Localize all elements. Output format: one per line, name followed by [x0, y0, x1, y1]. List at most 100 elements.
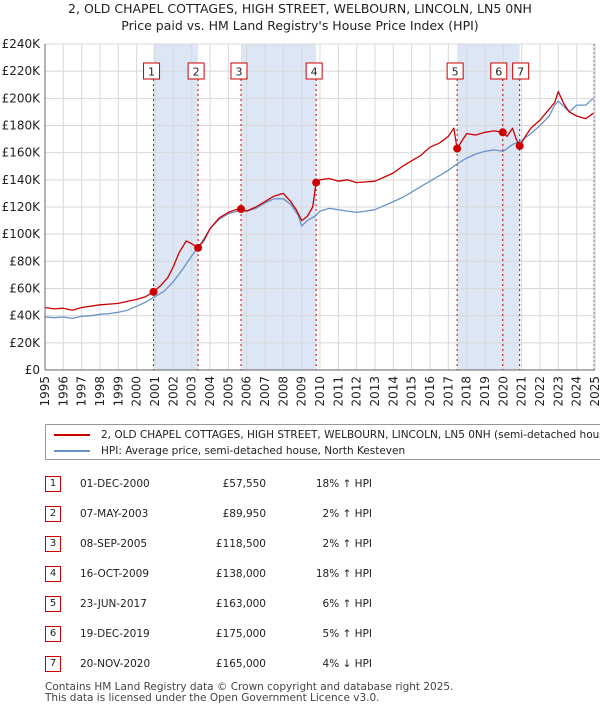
sale-label-number: 5 [452, 66, 459, 79]
sale-hpi-diff: 2% ↑ HPI [322, 508, 372, 520]
table-row: 4 16-OCT-2009 £138,000 18% ↑ HPI [0, 564, 600, 584]
x-tick-label: 2003 [185, 376, 199, 407]
sale-point [194, 243, 203, 252]
sale-number-badge: 5 [45, 596, 61, 612]
x-tick-label: 2013 [368, 376, 382, 407]
chart-title: 2, OLD CHAPEL COTTAGES, HIGH STREET, WEL… [0, 0, 600, 34]
sale-price: £89,950 [222, 508, 266, 520]
axes: £0 £20K £40K £60K £80K £100K £120K £140K £160K £1… [2, 37, 600, 407]
x-tick-label: 2012 [350, 376, 364, 407]
sale-label-box [305, 62, 323, 80]
y-tick-label: £0 [25, 363, 40, 377]
x-tick-label: 2016 [423, 376, 437, 407]
y-tick-label: £160K [2, 146, 42, 160]
hpi-line [44, 97, 594, 320]
table-row: 6 19-DEC-2019 £175,000 5% ↑ HPI [0, 624, 600, 644]
footer: Contains HM Land Registry data © Crown c… [45, 682, 453, 704]
sale-date: 19-DEC-2019 [80, 628, 150, 640]
sale-label-number: 4 [311, 66, 318, 79]
x-tick-label: 2004 [203, 376, 217, 407]
sale-label-number: 2 [193, 66, 200, 79]
y-tick-label: £60K [9, 282, 41, 296]
y-tick-label: £220K [2, 64, 42, 78]
sale-point [515, 141, 524, 150]
y-tick-label: £180K [2, 119, 42, 133]
sale-label-box [143, 62, 161, 80]
sale-price: £57,550 [222, 478, 266, 490]
x-tick-label: 2014 [386, 376, 400, 407]
sale-date: 23-JUN-2017 [80, 598, 147, 610]
sale-dots [149, 128, 524, 296]
sale-number-badge: 6 [45, 626, 61, 642]
footer-line-1: Contains HM Land Registry data © Crown c… [45, 681, 454, 693]
x-tick-label: 2001 [148, 376, 162, 407]
sale-price: £175,000 [215, 628, 266, 640]
x-tick-label: 2007 [258, 376, 272, 407]
x-tick-label: 2010 [313, 376, 327, 407]
sale-hpi-diff: 18% ↑ HPI [315, 568, 372, 580]
sale-label-number: 6 [495, 66, 502, 79]
x-tick-label: 2018 [460, 376, 474, 407]
sale-point [236, 205, 245, 214]
sale-hpi-diff: 5% ↑ HPI [322, 628, 372, 640]
table-row: 2 07-MAY-2003 £89,950 2% ↑ HPI [0, 504, 600, 524]
sale-date: 08-SEP-2005 [80, 538, 148, 550]
x-tick-label: 2025 [588, 376, 600, 407]
title-line-1: 2, OLD CHAPEL COTTAGES, HIGH STREET, WEL… [68, 1, 532, 16]
sale-number-badge: 7 [45, 656, 61, 672]
x-tick-label: 2009 [295, 376, 309, 407]
legend-hpi-label: HPI: Average price, semi-detached house,… [101, 445, 406, 457]
sale-label-box [230, 62, 248, 80]
sale-date: 20-NOV-2020 [80, 658, 151, 670]
sale-hpi-diff: 4% ↓ HPI [322, 658, 372, 670]
table-row: 1 01-DEC-2000 £57,550 18% ↑ HPI [0, 474, 600, 494]
price-line-swatch [54, 434, 90, 436]
sale-label-box [446, 62, 464, 80]
x-tick-label: 2019 [478, 376, 492, 407]
y-tick-label: £240K [2, 37, 42, 51]
x-tick-label: 2006 [240, 376, 254, 407]
sale-point [498, 128, 507, 137]
legend-price-label: 2, OLD CHAPEL COTTAGES, HIGH STREET, WEL… [101, 429, 600, 441]
x-tick-label: 2020 [496, 376, 510, 407]
sale-price: £165,000 [215, 658, 266, 670]
hpi-line-swatch [54, 450, 90, 452]
sale-number-badge: 1 [45, 476, 61, 492]
sale-point [453, 144, 462, 153]
x-tick-label: 1996 [56, 376, 70, 407]
x-tick-label: 2015 [405, 376, 419, 407]
x-tick-label: 2002 [166, 376, 180, 407]
sale-label-box [490, 62, 508, 80]
sale-number-badge: 2 [45, 506, 61, 522]
x-tick-label: 1997 [75, 376, 89, 407]
sale-label-box [512, 62, 530, 80]
sale-hpi-diff: 18% ↑ HPI [315, 478, 372, 490]
sale-number-badge: 3 [45, 536, 61, 552]
price-chart: 1 2 3 4 5 6 7 £0 £20K £40K £60K £80K £100K £120K £140… [2, 37, 600, 407]
sale-price: £138,000 [215, 568, 266, 580]
sale-vlines [153, 44, 595, 370]
sale-hpi-diff: 2% ↑ HPI [322, 538, 372, 550]
table-row: 5 23-JUN-2017 £163,000 6% ↑ HPI [0, 594, 600, 614]
x-tick-label: 2017 [441, 376, 455, 407]
sale-label-number: 3 [235, 66, 242, 79]
y-tick-label: £120K [2, 200, 42, 214]
x-tick-label: 1995 [38, 376, 52, 407]
table-row: 7 20-NOV-2020 £165,000 4% ↓ HPI [0, 654, 600, 674]
legend: 2, OLD CHAPEL COTTAGES, HIGH STREET, WEL… [45, 424, 600, 460]
sale-price: £163,000 [215, 598, 266, 610]
x-tick-label: 1999 [111, 376, 125, 407]
x-tick-label: 1998 [93, 376, 107, 407]
sale-number-badge: 4 [45, 566, 61, 582]
y-tick-label: £80K [9, 254, 41, 268]
x-tick-label: 2021 [515, 376, 529, 407]
sale-date: 16-OCT-2009 [80, 568, 149, 580]
y-tick-label: £200K [2, 91, 42, 105]
x-tick-label: 2023 [551, 376, 565, 407]
sale-point [149, 287, 158, 296]
x-tick-label: 2022 [533, 376, 547, 407]
sale-price: £118,500 [215, 538, 266, 550]
table-row: 3 08-SEP-2005 £118,500 2% ↑ HPI [0, 534, 600, 554]
sale-point [312, 178, 321, 187]
y-tick-label: £20K [9, 336, 41, 350]
